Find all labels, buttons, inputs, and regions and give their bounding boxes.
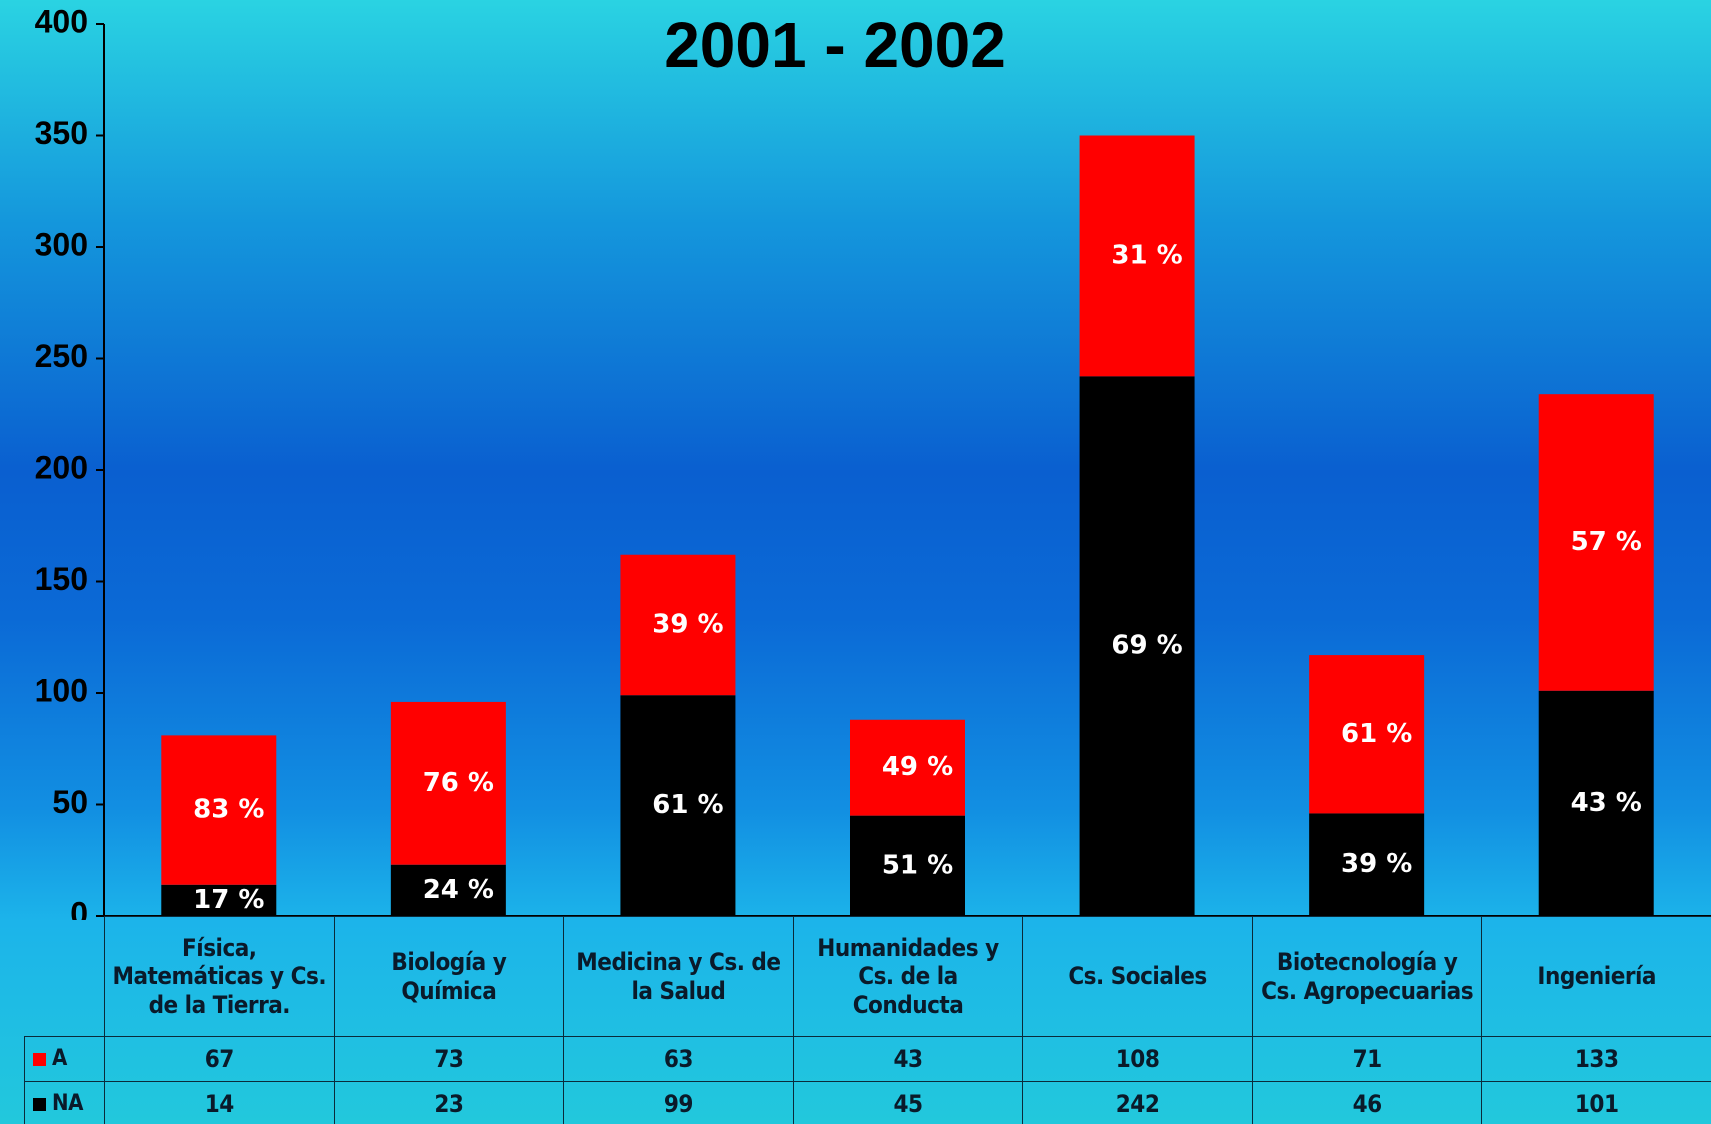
y-tick-label: 250: [35, 338, 88, 374]
category-cell: Medicina y Cs. de la Salud: [563, 916, 794, 1037]
chart: 2001 - 2002 0 50 100 150 200 250 300 350 400 17 %…: [35, 3, 1711, 920]
category-cell: Ingeniería: [1481, 916, 1711, 1037]
table-value: 71: [1251, 1036, 1483, 1082]
y-tick-label: 350: [35, 115, 88, 151]
y-tick-label: 300: [35, 226, 88, 262]
percent-label: 39 %: [1341, 849, 1412, 879]
y-tick-label: 100: [35, 672, 88, 708]
percent-label: 39 %: [652, 609, 723, 639]
table-value: 63: [563, 1036, 794, 1082]
bar-segment: [850, 815, 965, 916]
y-tick-label: 200: [35, 449, 88, 485]
legend-label: A: [52, 1046, 67, 1072]
bar-segment: [620, 554, 736, 696]
category-cell: Biotecnología y Cs. Agropecuarias: [1251, 916, 1483, 1037]
table-value: 242: [1022, 1081, 1253, 1124]
table-value: 99: [563, 1081, 794, 1124]
category-cell: Biología y Química: [333, 916, 565, 1037]
table-value: 108: [1022, 1036, 1253, 1082]
percent-label: 17 %: [193, 885, 264, 915]
category-cell: Humanidades y Cs. de la Conducta: [792, 916, 1024, 1037]
bar-segment: [850, 719, 965, 816]
percent-label: 76 %: [423, 768, 494, 798]
table-value: 73: [333, 1036, 565, 1082]
table-value: 46: [1251, 1081, 1483, 1124]
legend-swatch: [33, 1097, 46, 1111]
bar-segment: [1538, 690, 1654, 916]
bar-segment: [1309, 813, 1425, 916]
percent-label: 83 %: [193, 795, 264, 825]
percent-label: 69 %: [1111, 631, 1182, 661]
chart-title: 2001 - 2002: [664, 9, 1006, 81]
category-cell: Cs. Sociales: [1022, 916, 1253, 1037]
percent-label: 43 %: [1571, 788, 1642, 818]
legend-cell: A: [24, 1036, 105, 1082]
bar-segment: [390, 701, 506, 865]
percent-label: 31 %: [1111, 240, 1182, 270]
bar-segment: [1538, 394, 1654, 691]
percent-label: 49 %: [882, 752, 953, 782]
legend-label: NA: [52, 1091, 83, 1117]
percent-label: 51 %: [882, 850, 953, 880]
percent-label: 57 %: [1571, 527, 1642, 557]
percent-label: 24 %: [423, 875, 494, 905]
bar-segment: [161, 884, 277, 916]
y-tick-label: 150: [35, 561, 88, 597]
bar-segment: [390, 864, 506, 916]
bar-segment: [1079, 376, 1195, 917]
y-tick-label: 50: [52, 784, 88, 820]
bar-segment: [161, 735, 277, 885]
table-value: 133: [1481, 1036, 1711, 1082]
table-value: 14: [104, 1081, 335, 1124]
bar-segment: [620, 695, 736, 916]
table-value: 43: [792, 1036, 1024, 1082]
y-tick-label: 400: [35, 3, 88, 39]
table-value: 101: [1481, 1081, 1711, 1124]
bar-segment: [1309, 655, 1425, 814]
percent-label: 61 %: [1341, 719, 1412, 749]
category-cell: Física, Matemáticas y Cs. de la Tierra.: [104, 916, 335, 1037]
bar-segment: [1079, 135, 1195, 377]
table-value: 67: [104, 1036, 335, 1082]
table-value: 23: [333, 1081, 565, 1124]
percent-label: 61 %: [652, 790, 723, 820]
legend-swatch: [33, 1052, 46, 1066]
y-tick-label: 0: [70, 895, 88, 920]
legend-cell: NA: [24, 1081, 105, 1124]
table-value: 45: [792, 1081, 1024, 1124]
